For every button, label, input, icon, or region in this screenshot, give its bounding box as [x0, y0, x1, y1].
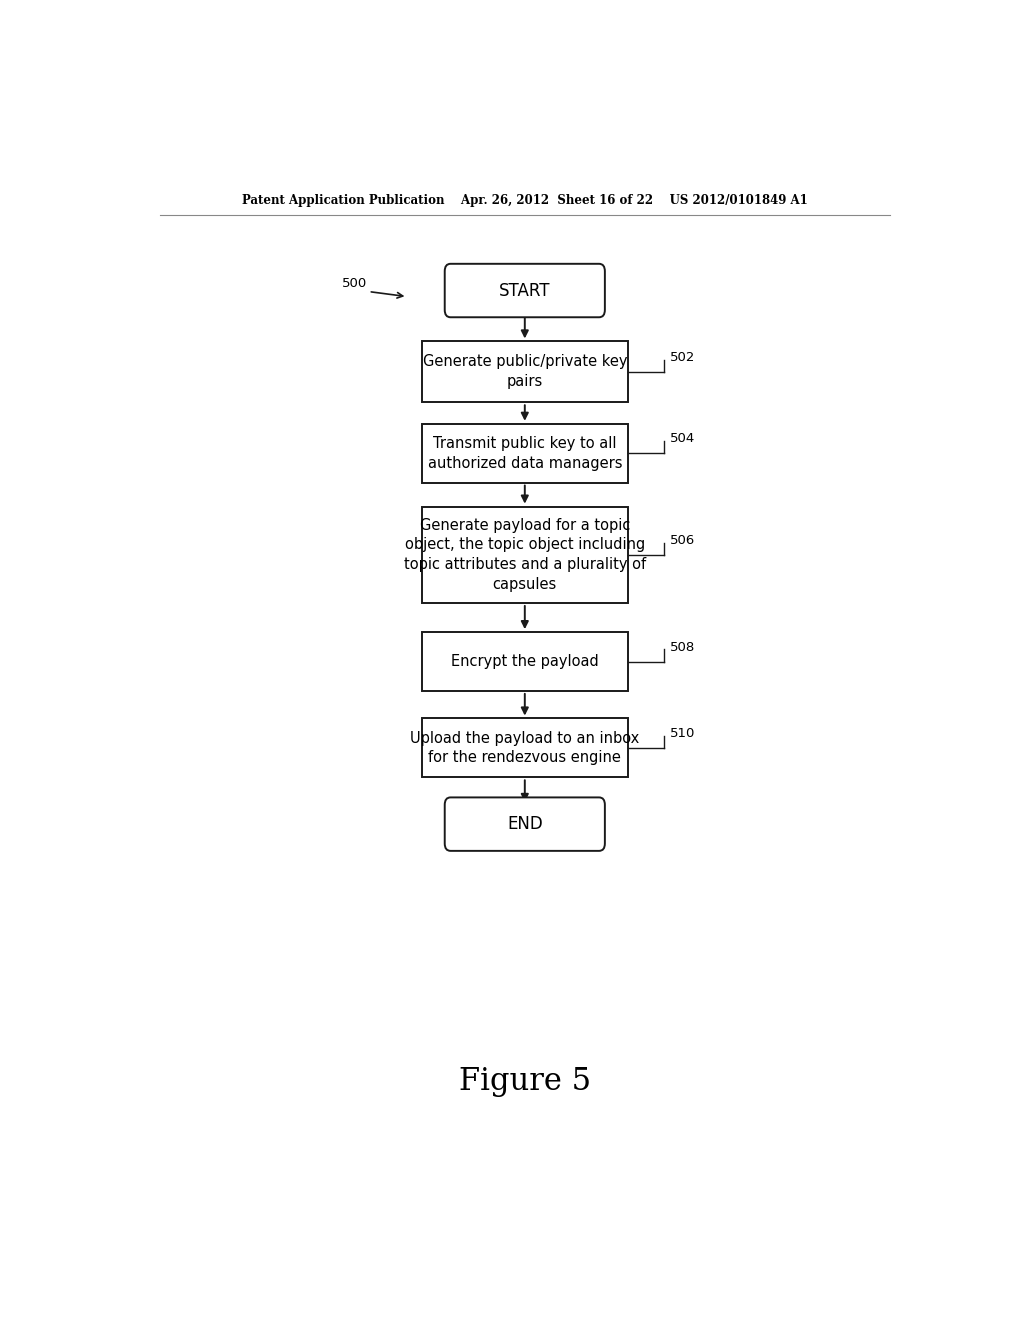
Text: END: END [507, 816, 543, 833]
Text: Patent Application Publication    Apr. 26, 2012  Sheet 16 of 22    US 2012/01018: Patent Application Publication Apr. 26, … [242, 194, 808, 206]
FancyBboxPatch shape [444, 264, 605, 317]
Text: 502: 502 [670, 351, 695, 364]
Text: Transmit public key to all
authorized data managers: Transmit public key to all authorized da… [428, 436, 622, 470]
FancyBboxPatch shape [422, 718, 628, 777]
FancyBboxPatch shape [422, 342, 628, 403]
Text: 500: 500 [342, 277, 367, 290]
FancyBboxPatch shape [444, 797, 605, 851]
Text: 504: 504 [670, 433, 695, 445]
Text: Generate public/private key
pairs: Generate public/private key pairs [423, 355, 627, 389]
FancyBboxPatch shape [422, 632, 628, 690]
Text: Generate payload for a topic
object, the topic object including
topic attributes: Generate payload for a topic object, the… [403, 517, 646, 591]
Text: Encrypt the payload: Encrypt the payload [451, 653, 599, 669]
Text: 508: 508 [670, 640, 695, 653]
FancyBboxPatch shape [422, 424, 628, 483]
Text: 510: 510 [670, 727, 695, 741]
Text: 506: 506 [670, 535, 695, 546]
FancyBboxPatch shape [422, 507, 628, 603]
Text: Upload the payload to an inbox
for the rendezvous engine: Upload the payload to an inbox for the r… [411, 730, 639, 766]
Text: START: START [499, 281, 551, 300]
Text: Figure 5: Figure 5 [459, 1065, 591, 1097]
